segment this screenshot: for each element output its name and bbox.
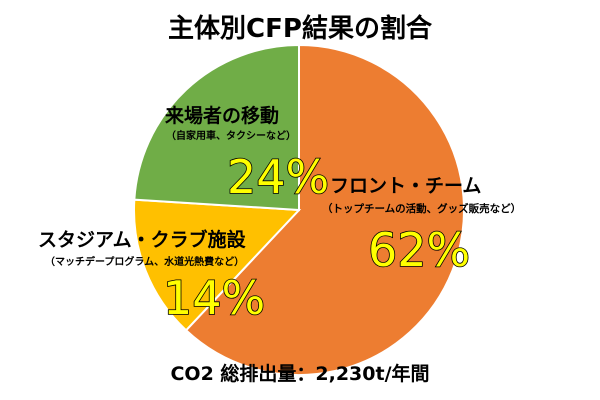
total-emissions-label: CO2 総排出量：2,230t/年間	[170, 362, 429, 385]
slice-percent-front-team: 62%	[368, 223, 470, 277]
pie-slices	[133, 43, 465, 376]
slice-name-front-team: フロント・チーム	[330, 175, 481, 197]
pie-slice-front-team	[184, 43, 465, 376]
slice-detail-front-team: （トップチームの活動、グッズ販売など）	[322, 202, 521, 215]
slice-name-stadium: スタジアム・クラブ施設	[38, 228, 247, 251]
slice-percent-stadium: 14%	[163, 271, 265, 325]
pie-slice-visitors	[133, 43, 300, 212]
slice-percent-visitors: 24%	[227, 150, 329, 204]
pie-slice-stadium	[133, 198, 302, 332]
slice-detail-visitors: （自家用車、タクシーなど）	[166, 129, 296, 142]
chart-title: 主体別CFP結果の割合	[168, 13, 433, 44]
slice-name-visitors: 来場者の移動	[165, 104, 279, 127]
slice-detail-stadium: （マッチデープログラム、水道光熱費など）	[45, 255, 244, 268]
